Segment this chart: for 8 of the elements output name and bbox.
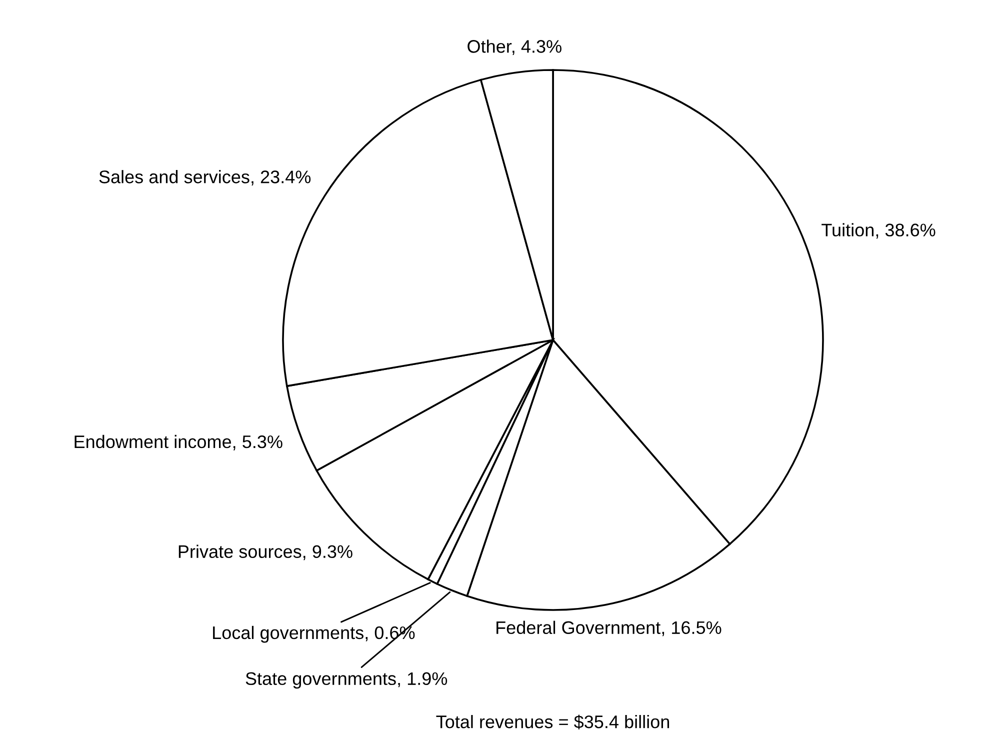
slice-label: Endowment income, 5.3% (74, 434, 282, 450)
slice-label: Other, 4.3% (468, 40, 562, 55)
slice-label: Private sources, 9.3% (178, 544, 352, 560)
slice-label: Federal Government, 16.5% (496, 620, 722, 636)
text: Total revenues = $35.4 billion (436, 714, 670, 730)
slice-label: Tuition, 38.6% (822, 223, 936, 239)
slice-label: State governments, 1.9% (246, 672, 448, 689)
slice-label: Sales and services, 23.4% (99, 170, 311, 186)
